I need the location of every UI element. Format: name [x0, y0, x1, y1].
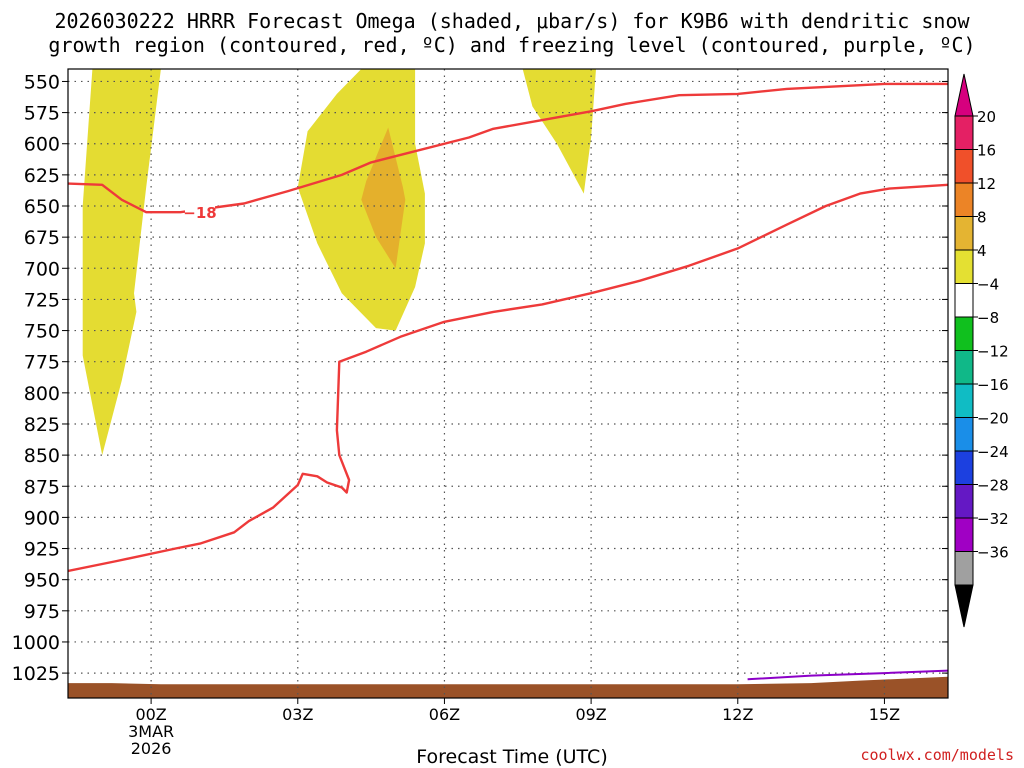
colorbar-swatch-0 — [954, 115, 974, 150]
y-tick-label-675: 675 — [24, 227, 60, 249]
colorbar-swatch-12 — [954, 517, 974, 552]
colorbar-bottom-arrow — [954, 584, 974, 628]
contour-label-0: −18 — [183, 204, 216, 222]
colorbar-label-5: −4 — [977, 276, 999, 294]
y-tick-label-625: 625 — [24, 165, 60, 187]
colorbar-label-2: 12 — [977, 175, 996, 193]
colorbar-swatch-5 — [954, 283, 974, 318]
y-tick-label-750: 750 — [24, 321, 60, 343]
colorbar-label-12: −32 — [977, 510, 1009, 528]
x-tick-label-12Z: 12Z — [722, 705, 753, 724]
colorbar-swatch-11 — [954, 484, 974, 519]
colorbar-label-1: 16 — [977, 142, 996, 160]
x-tick-label-03Z: 03Z — [282, 705, 313, 724]
y-tick-label-650: 650 — [24, 196, 60, 218]
y-tick-label-1000: 1000 — [12, 632, 60, 654]
colorbar-swatch-10 — [954, 450, 974, 485]
omega-region-3 — [361, 127, 406, 269]
y-tick-label-550: 550 — [24, 71, 60, 93]
colorbar-swatch-8 — [954, 383, 974, 418]
y-tick-label-775: 775 — [24, 352, 60, 374]
y-tick-label-725: 725 — [24, 289, 60, 311]
colorbar-label-0: 20 — [977, 108, 996, 126]
colorbar-swatch-3 — [954, 216, 974, 251]
x-tick-sublabel-00Z-1: 2026 — [131, 739, 172, 758]
y-tick-label-600: 600 — [24, 134, 60, 156]
x-tick-label-06Z: 06Z — [429, 705, 460, 724]
colorbar-label-13: −36 — [977, 544, 1009, 562]
x-tick-sublabel-00Z-0: 3MAR — [128, 722, 174, 741]
colorbar-label-8: −16 — [977, 376, 1009, 394]
y-tick-label-900: 900 — [24, 507, 60, 529]
y-tick-label-575: 575 — [24, 103, 60, 125]
colorbar-label-11: −28 — [977, 477, 1009, 495]
omega-region-0 — [82, 69, 161, 456]
y-tick-label-850: 850 — [24, 445, 60, 467]
omega-region-2 — [522, 69, 596, 194]
dgz-contour-0 — [68, 82, 948, 214]
colorbar-swatch-1 — [954, 149, 974, 184]
colorbar-swatch-13 — [954, 551, 974, 586]
dgz-contour-1 — [68, 183, 948, 573]
colorbar-label-10: −24 — [977, 443, 1009, 461]
y-tick-label-975: 975 — [24, 601, 60, 623]
x-tick-label-15Z: 15Z — [869, 705, 900, 724]
y-tick-label-1025: 1025 — [12, 663, 60, 685]
terrain-fill — [68, 676, 948, 698]
colorbar-swatch-2 — [954, 182, 974, 217]
x-tick-label-00Z: 00Z — [135, 705, 166, 724]
y-tick-label-875: 875 — [24, 476, 60, 498]
y-tick-label-950: 950 — [24, 570, 60, 592]
x-axis-label: Forecast Time (UTC) — [416, 746, 608, 768]
colorbar-label-7: −12 — [977, 343, 1009, 361]
colorbar-label-6: −8 — [977, 309, 999, 327]
colorbar-swatch-7 — [954, 350, 974, 385]
colorbar-label-9: −20 — [977, 410, 1009, 428]
title-line-2: growth region (contoured, red, ºC) and f… — [48, 33, 976, 57]
colorbar-label-4: 4 — [977, 242, 987, 260]
credit-text: coolwx.com/models — [860, 746, 1014, 764]
colorbar-swatch-9 — [954, 417, 974, 452]
colorbar-label-3: 8 — [977, 209, 987, 227]
contour-label-bg-0 — [185, 204, 215, 221]
y-tick-label-825: 825 — [24, 414, 60, 436]
colorbar-swatch-4 — [954, 249, 974, 284]
y-tick-label-925: 925 — [24, 539, 60, 561]
y-tick-label-800: 800 — [24, 383, 60, 405]
freezing-level-contour — [747, 669, 948, 681]
title-line-1: 2026030222 HRRR Forecast Omega (shaded, … — [54, 9, 970, 33]
y-tick-label-700: 700 — [24, 258, 60, 280]
colorbar-swatch-6 — [954, 316, 974, 351]
colorbar-top-arrow — [954, 73, 974, 117]
plot-frame — [67, 68, 949, 699]
x-tick-label-09Z: 09Z — [575, 705, 606, 724]
